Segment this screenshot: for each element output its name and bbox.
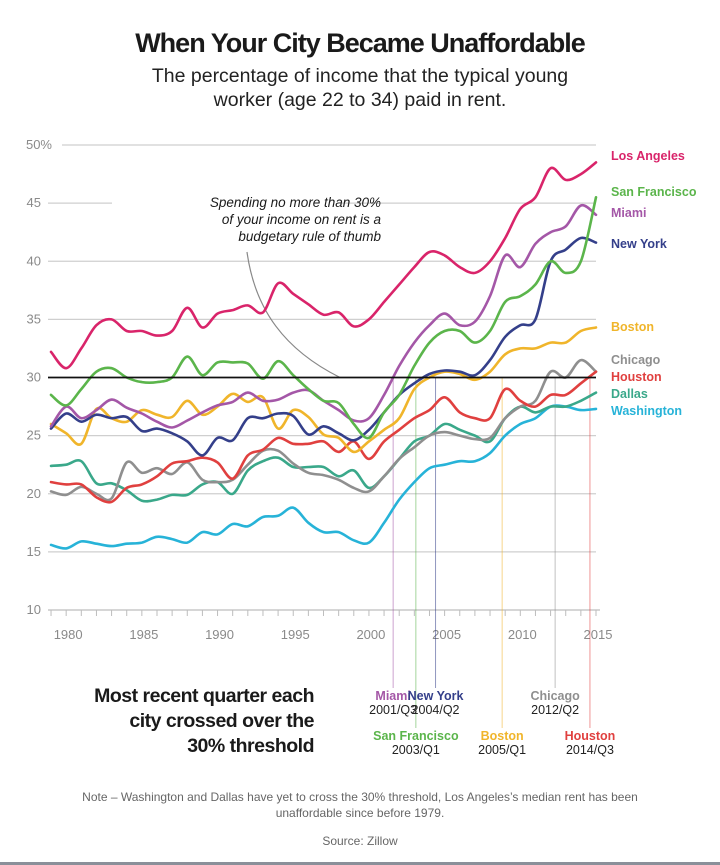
x-tick-label: 1990	[205, 627, 234, 642]
y-tick-label: 30	[27, 370, 41, 385]
series-line-new-york	[49, 236, 598, 457]
series-line-houston	[49, 370, 598, 504]
x-tick-label: 2015	[584, 627, 613, 642]
x-tick-label: 1985	[129, 627, 158, 642]
crossing-date: 2005/Q1	[478, 743, 526, 757]
x-axis: 1980 1985 1990 1995 2000 2005 2010 2015	[48, 609, 613, 642]
series-label-new-york: New York	[611, 237, 667, 251]
y-tick-label: 10	[27, 602, 41, 617]
series-label-washington: Washington	[611, 404, 682, 418]
series-label-los-angeles: Los Angeles	[611, 149, 685, 163]
annotation-line-2: of your income on rent is a	[222, 212, 382, 227]
y-tick-label: 40	[27, 253, 41, 268]
crossing-date: 2004/Q2	[412, 703, 460, 717]
y-tick-label: 50%	[26, 137, 52, 152]
series-label-san-francisco: San Francisco	[611, 185, 697, 199]
x-tick-label: 2000	[356, 627, 385, 642]
crossing-lines	[392, 377, 591, 728]
x-tick-label: 1995	[281, 627, 310, 642]
bottom-rule	[0, 862, 720, 865]
y-tick-label: 15	[27, 544, 41, 559]
y-tick-label: 35	[27, 311, 41, 326]
series-line-los-angeles	[49, 161, 598, 370]
series-label-houston: Houston	[611, 370, 662, 384]
gridlines	[48, 144, 596, 553]
chart-subtitle: The percentage of income that the typica…	[151, 65, 569, 111]
series-label-dallas: Dallas	[611, 387, 648, 401]
series-label-miami: Miami	[611, 206, 646, 220]
series-line-washington	[49, 404, 598, 550]
crossings-heading: Most recent quarter each city crossed ov…	[20, 684, 314, 759]
x-tick-label: 2005	[432, 627, 461, 642]
annotation-line-1: Spending no more than 30%	[210, 195, 381, 210]
crossings-heading-line-2: city crossed over the	[129, 710, 314, 732]
y-tick-label: 45	[27, 195, 41, 210]
series-line-chicago	[49, 358, 598, 502]
crossing-date: 2012/Q2	[531, 703, 579, 717]
crossing-city: Boston	[481, 729, 524, 743]
crossing-date: 2014/Q3	[566, 743, 614, 757]
chart-title: When Your City Became Unaffordable	[135, 28, 586, 58]
x-tick-label: 1980	[54, 627, 83, 642]
series-label-chicago: Chicago	[611, 353, 661, 367]
crossing-date: 2003/Q1	[392, 743, 440, 757]
footnote: Note – Washington and Dallas have yet to…	[82, 790, 638, 820]
crossing-city: San Francisco	[373, 729, 459, 743]
crossing-city: Chicago	[530, 689, 580, 703]
series-labels: Los Angeles San Francisco Miami New York Bos…	[611, 149, 697, 418]
series-label-boston: Boston	[611, 320, 654, 334]
series-lines	[49, 161, 598, 550]
crossing-city: Miami	[375, 689, 410, 703]
crossings-heading-line-1: Most recent quarter each	[94, 685, 314, 707]
crossing-city: Houston	[565, 729, 616, 743]
y-tick-label: 25	[27, 428, 41, 443]
crossing-city: New York	[408, 689, 464, 703]
y-tick-label: 20	[27, 486, 41, 501]
annotation-text: Spending no more than 30% of your income…	[210, 195, 382, 244]
y-axis-labels: 10 15 20 25 30 35 40 45 50%	[26, 137, 52, 617]
annotation-line-3: budgetary rule of thumb	[238, 229, 381, 244]
source-credit: Source: Zillow	[322, 834, 398, 848]
series-line-san-francisco	[49, 196, 598, 440]
x-tick-label: 2010	[508, 627, 537, 642]
crossing-date: 2001/Q3	[369, 703, 417, 717]
annotation-leader-line	[246, 251, 341, 379]
series-line-boston	[49, 326, 598, 454]
crossings-heading-line-3: 30% threshold	[187, 735, 314, 757]
